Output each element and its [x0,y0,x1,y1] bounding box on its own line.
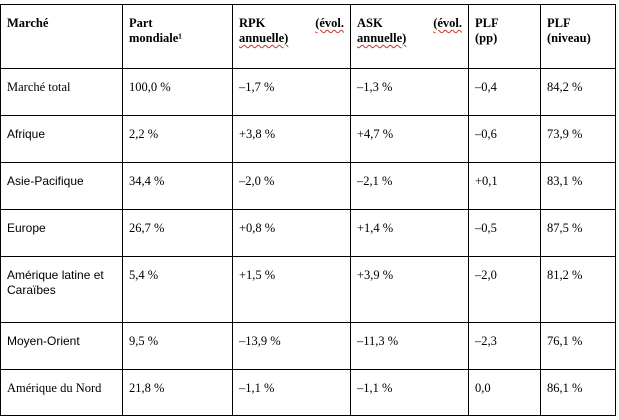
cell-plf-pp: 0,0 [468,369,541,416]
cell-plf-pp: +0,1 [468,162,541,210]
cell-plf-level: 81,2 % [540,256,616,323]
cell-ask: –1,1 % [350,369,469,416]
header-ask: ASK (évol. annuelle) [350,4,469,69]
header-rpk: RPK (évol. annuelle) [232,4,351,69]
cell-ask: +3,9 % [350,256,469,323]
header-plf-pp: PLF (pp) [468,4,541,69]
cell-market: Moyen-Orient [0,322,123,370]
cell-plf-level: 86,1 % [540,369,616,416]
table-row-total: Marché total 100,0 % –1,7 % –1,3 % –0,4 … [0,68,616,116]
header-market: Marché [0,4,123,69]
cell-ask: –11,3 % [350,322,469,370]
cell-ask: +1,4 % [350,209,469,257]
table-row: Asie-Pacifique 34,4 % –2,0 % –2,1 % +0,1… [0,162,616,210]
cell-plf-level: 87,5 % [540,209,616,257]
table-row: Europe 26,7 % +0,8 % +1,4 % –0,5 87,5 % [0,209,616,257]
cell-plf-level: 84,2 % [540,68,616,116]
table-row: Amérique du Nord 21,8 % –1,1 % –1,1 % 0,… [0,369,616,416]
header-row: Marché Part mondiale¹ RPK (évol. annuelle… [0,4,616,69]
air-traffic-market-table: Marché Part mondiale¹ RPK (évol. annuelle… [0,4,616,416]
cell-plf-pp: –0,5 [468,209,541,257]
header-plf-level: PLF (niveau) [540,4,616,69]
cell-share: 26,7 % [122,209,233,257]
cell-share: 34,4 % [122,162,233,210]
table-row: Amérique latine et Caraïbes 5,4 % +1,5 %… [0,256,616,323]
table-row: Afrique 2,2 % +3,8 % +4,7 % –0,6 73,9 % [0,115,616,163]
cell-rpk: –1,1 % [232,369,351,416]
cell-market: Asie-Pacifique [0,162,123,210]
cell-ask: –1,3 % [350,68,469,116]
table-row: Moyen-Orient 9,5 % –13,9 % –11,3 % –2,3 … [0,322,616,370]
cell-market: Amérique latine et Caraïbes [0,256,123,323]
cell-share: 2,2 % [122,115,233,163]
cell-market: Marché total [0,68,123,116]
cell-share: 100,0 % [122,68,233,116]
cell-plf-pp: –0,4 [468,68,541,116]
cell-plf-pp: –0,6 [468,115,541,163]
header-world-share: Part mondiale¹ [122,4,233,69]
cell-plf-level: 83,1 % [540,162,616,210]
cell-rpk: –2,0 % [232,162,351,210]
cell-rpk: +1,5 % [232,256,351,323]
cell-plf-pp: –2,3 [468,322,541,370]
cell-market: Afrique [0,115,123,163]
cell-plf-level: 73,9 % [540,115,616,163]
cell-plf-level: 76,1 % [540,322,616,370]
cell-share: 21,8 % [122,369,233,416]
cell-share: 9,5 % [122,322,233,370]
cell-share: 5,4 % [122,256,233,323]
cell-ask: +4,7 % [350,115,469,163]
cell-market: Amérique du Nord [0,369,123,416]
cell-ask: –2,1 % [350,162,469,210]
cell-rpk: +3,8 % [232,115,351,163]
cell-rpk: –13,9 % [232,322,351,370]
cell-plf-pp: –2,0 [468,256,541,323]
cell-market: Europe [0,209,123,257]
cell-rpk: +0,8 % [232,209,351,257]
cell-rpk: –1,7 % [232,68,351,116]
